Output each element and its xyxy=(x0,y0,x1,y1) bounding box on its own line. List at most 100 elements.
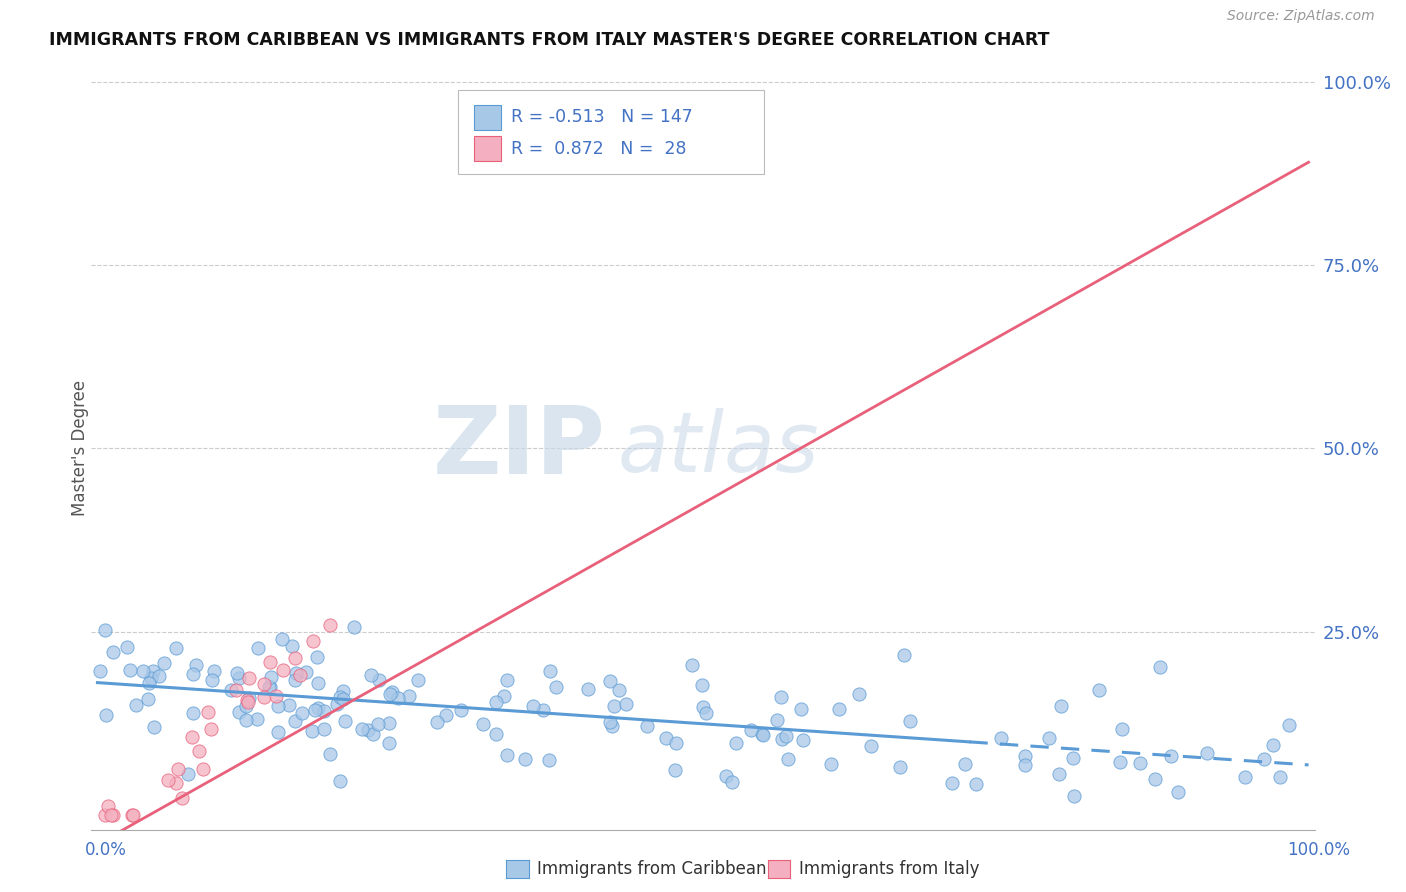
Point xyxy=(132,664,155,678)
Point xyxy=(513,752,536,766)
Point xyxy=(751,727,773,741)
Point xyxy=(381,685,404,699)
Point xyxy=(387,690,409,705)
Point xyxy=(1195,747,1218,761)
Point xyxy=(301,723,323,738)
Point xyxy=(138,676,160,690)
Point xyxy=(485,726,508,740)
Point xyxy=(259,655,281,669)
Point xyxy=(225,683,247,698)
Point xyxy=(305,650,328,665)
Point xyxy=(136,692,159,706)
Point xyxy=(1088,682,1111,697)
Point xyxy=(318,618,340,632)
Point xyxy=(285,666,308,681)
Point xyxy=(335,714,357,728)
Point xyxy=(378,715,401,730)
Point xyxy=(288,668,311,682)
Point xyxy=(357,723,380,737)
Point xyxy=(1270,770,1292,784)
Point xyxy=(271,632,294,647)
Point xyxy=(792,733,814,747)
FancyBboxPatch shape xyxy=(458,90,765,174)
Point xyxy=(326,697,349,711)
Point xyxy=(97,799,120,814)
Point xyxy=(494,690,516,704)
Point xyxy=(1062,751,1084,765)
FancyBboxPatch shape xyxy=(474,105,501,130)
Point xyxy=(848,687,870,701)
Point xyxy=(281,639,304,653)
Point xyxy=(408,673,430,687)
Point xyxy=(314,704,336,718)
Point xyxy=(740,723,762,737)
Point xyxy=(247,640,270,655)
Point xyxy=(267,698,290,713)
Point xyxy=(434,708,457,723)
Point xyxy=(332,684,354,698)
Point xyxy=(181,666,204,681)
Point xyxy=(350,722,373,736)
Point xyxy=(599,714,621,729)
Point xyxy=(775,729,797,743)
Point xyxy=(769,690,792,705)
Point xyxy=(259,681,281,695)
Point xyxy=(576,682,599,697)
Point xyxy=(600,719,623,733)
Point xyxy=(1253,752,1275,766)
Point xyxy=(953,756,976,771)
Point xyxy=(681,657,703,672)
Point xyxy=(603,698,626,713)
Point xyxy=(450,703,472,717)
Point xyxy=(377,736,399,750)
Point xyxy=(304,703,326,717)
Point xyxy=(94,624,117,638)
Point xyxy=(655,731,678,746)
Point xyxy=(538,664,561,678)
Point xyxy=(1050,699,1073,714)
Text: Source: ZipAtlas.com: Source: ZipAtlas.com xyxy=(1227,9,1375,22)
Point xyxy=(1160,748,1182,763)
Point xyxy=(599,674,621,689)
Point xyxy=(225,666,247,681)
Point xyxy=(790,702,813,716)
Point xyxy=(965,776,987,790)
Point xyxy=(725,736,748,750)
Point xyxy=(100,808,122,822)
Point xyxy=(181,706,204,720)
Point xyxy=(89,665,111,679)
Point xyxy=(301,633,323,648)
Point xyxy=(531,703,554,717)
Text: R = -0.513   N = 147: R = -0.513 N = 147 xyxy=(510,108,693,127)
Point xyxy=(184,658,207,673)
Point xyxy=(765,714,787,728)
Text: Immigrants from Italy: Immigrants from Italy xyxy=(799,860,979,878)
Point xyxy=(307,700,329,714)
Point xyxy=(124,698,146,712)
Point xyxy=(278,698,301,712)
Point xyxy=(141,672,163,686)
Point xyxy=(152,656,174,670)
Point xyxy=(1014,757,1036,772)
Point xyxy=(253,690,276,704)
Point xyxy=(193,762,215,776)
Point xyxy=(267,725,290,739)
Point xyxy=(544,680,567,694)
Point xyxy=(426,715,449,730)
Point xyxy=(115,640,138,654)
Text: Immigrants from Caribbean: Immigrants from Caribbean xyxy=(537,860,766,878)
FancyBboxPatch shape xyxy=(474,136,501,161)
Point xyxy=(496,673,519,687)
Point xyxy=(181,730,204,744)
Point xyxy=(197,705,219,719)
Point xyxy=(156,772,179,787)
Text: atlas: atlas xyxy=(617,408,820,489)
Point xyxy=(695,706,717,720)
Point xyxy=(101,645,124,659)
Point xyxy=(235,713,257,727)
Point xyxy=(202,664,225,678)
Point xyxy=(1149,659,1171,673)
Point xyxy=(246,712,269,726)
Point xyxy=(165,776,187,790)
Point xyxy=(101,808,124,822)
